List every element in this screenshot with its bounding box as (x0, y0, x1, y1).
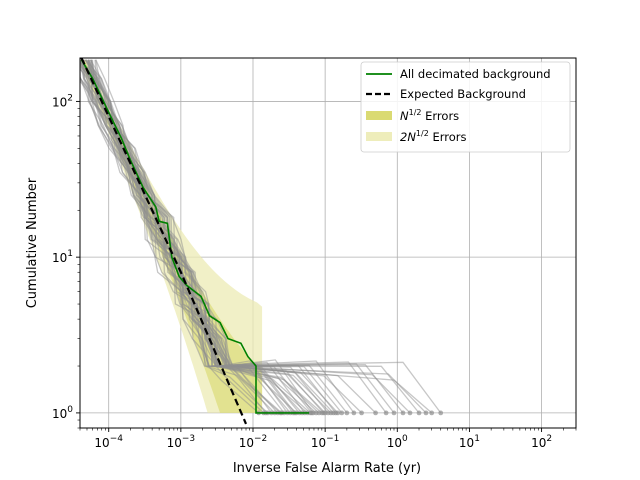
x-tick-base: 10 (459, 436, 474, 450)
plot-area (80, 58, 576, 428)
x-tick-exponent: −2 (254, 434, 267, 444)
x-tick-base: 10 (94, 436, 109, 450)
background-trial-endpoint (429, 410, 435, 416)
background-trial-endpoint (359, 410, 364, 416)
background-trial-endpoint (373, 410, 378, 416)
plot-inner (80, 58, 576, 428)
x-tick-label: 10−3 (167, 434, 196, 450)
legend-label-decimated: All decimated background (400, 67, 551, 81)
background-trial-endpoint (344, 410, 350, 416)
background-trial-endpoint (391, 410, 397, 416)
x-tick-label: 10−4 (94, 434, 123, 450)
x-tick-base: 10 (531, 436, 546, 450)
x-tick-label: 10−2 (239, 434, 268, 450)
x-tick-exponent: 2 (546, 434, 552, 444)
background-trial-endpoint (333, 410, 339, 416)
background-trial-endpoint (407, 410, 413, 416)
background-trial-endpoint (416, 410, 422, 416)
background-trial-endpoint (423, 410, 429, 416)
legend-swatch-1sigma (366, 111, 392, 120)
legend-sup: 1/2 (409, 108, 422, 117)
x-tick-label: 101 (459, 434, 480, 450)
x-tick-exponent: −1 (326, 434, 339, 444)
background-trial-line (85, 59, 395, 414)
background-trial-endpoint (383, 410, 389, 416)
y-tick-base: 10 (52, 95, 67, 109)
x-axis-label: Inverse False Alarm Rate (yr) (233, 461, 421, 476)
axes-frame (79, 57, 577, 429)
legend-box (360, 61, 571, 153)
legend-label-2sigma: 2N1/2 Errors (400, 129, 466, 144)
legend-label-1sigma: N1/2 Errors (400, 108, 459, 123)
background-trial-line (87, 59, 296, 414)
legend-sup: 1/2 (416, 129, 429, 138)
legend-math: 2N (400, 130, 416, 144)
y-tick-exponent: 0 (67, 405, 73, 415)
x-tick-exponent: −4 (110, 434, 124, 444)
background-trial-endpoint (321, 410, 326, 416)
background-trial-endpoint (309, 410, 315, 416)
legend-suffix: Errors (429, 130, 467, 144)
x-tick-base: 10 (387, 436, 402, 450)
decimated-background-line (80, 59, 310, 414)
legend-swatch-2sigma (366, 132, 392, 141)
background-trial-line (80, 67, 324, 414)
y-tick-label: 102 (52, 93, 73, 109)
x-tick-base: 10 (239, 436, 254, 450)
y-axis-label: Cumulative Number (25, 177, 40, 308)
x-tick-label: 100 (387, 434, 408, 450)
background-trial-endpoint (400, 410, 406, 416)
background-trial-endpoint (351, 410, 357, 416)
x-tick-label: 102 (531, 434, 552, 450)
background-trial-line (91, 59, 337, 414)
x-tick-base: 10 (167, 436, 182, 450)
y-tick-exponent: 2 (67, 93, 73, 103)
x-tick-exponent: −3 (182, 434, 195, 444)
background-trial-line (83, 59, 442, 414)
x-tick-base: 10 (311, 436, 326, 450)
x-tick-exponent: 0 (402, 434, 408, 444)
legend-math: N (400, 109, 409, 123)
legend-label-expected: Expected Background (400, 87, 526, 101)
legend-suffix: Errors (421, 109, 459, 123)
y-tick-base: 10 (52, 251, 67, 265)
x-tick-label: 10−1 (311, 434, 340, 450)
y-tick-base: 10 (52, 407, 67, 421)
y-tick-label: 100 (52, 405, 73, 421)
background-trial-endpoint (339, 410, 345, 416)
x-tick-exponent: 1 (474, 434, 480, 444)
background-trial-endpoint (438, 410, 444, 416)
legend: All decimated background Expected Backgro… (360, 61, 571, 153)
y-tick-label: 101 (52, 249, 73, 265)
y-tick-exponent: 1 (67, 249, 73, 259)
